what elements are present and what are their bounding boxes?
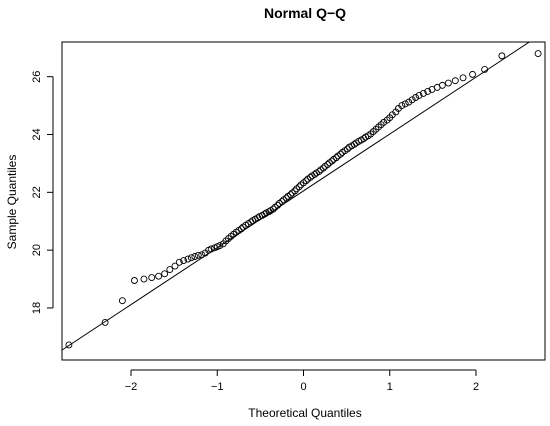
data-point [415,92,423,99]
plot-frame [61,41,546,361]
y-tick-label: 24 [31,128,43,140]
data-point [405,98,413,106]
data-point [419,90,427,97]
x-tick-label: 0 [300,381,306,393]
chart-title: Normal Q−Q [264,5,346,21]
data-point [498,52,506,60]
data-point [459,74,467,82]
y-tick-label: 18 [31,302,43,314]
data-point [302,177,310,185]
data-point [155,272,163,280]
data-point [130,277,138,284]
data-point [187,254,195,262]
data-point [194,251,202,259]
y-tick-label: 20 [31,244,43,256]
data-point [424,87,432,95]
data-point [398,102,406,110]
data-point [184,255,192,263]
data-point [101,318,109,326]
data-point [324,161,332,169]
data-point [140,275,148,283]
y-tick-label: 22 [31,186,43,198]
y-axis: 18 20 22 24 26 [31,71,54,314]
data-point [328,157,336,165]
data-point [380,118,388,126]
data-point [469,70,476,78]
data-point [198,251,206,259]
data-point [254,214,262,222]
data-point [171,262,179,270]
data-point [65,341,73,349]
data-point [332,154,340,162]
x-axis: −2 −1 0 1 2 [125,369,479,393]
data-point [287,191,295,199]
y-axis-title: Sample Quantiles [5,155,19,250]
plot-area [61,41,546,361]
data-point [282,194,290,202]
data-point [261,210,269,218]
data-point [295,183,303,191]
data-point [180,257,188,265]
data-point [438,81,446,89]
data-point [401,100,409,108]
y-tick-label: 26 [31,71,43,83]
data-point [444,79,452,87]
data-point [216,242,224,249]
data-point [269,205,277,213]
data-point [166,266,174,273]
data-point [237,225,245,233]
data-point [175,258,183,266]
data-point [481,66,489,73]
data-point [451,77,459,85]
x-tick-label: −1 [211,381,224,393]
data-point [534,50,542,58]
x-tick-label: −2 [125,381,138,393]
data-point [291,187,299,195]
data-point [148,274,156,282]
data-point [118,297,126,305]
data-point [337,150,345,158]
x-tick-label: 2 [473,381,479,393]
data-point [315,168,323,175]
data-point [274,201,282,209]
x-axis-title: Theoretical Quantiles [248,406,361,420]
data-point [412,94,420,101]
data-point [408,96,416,104]
data-point [161,270,169,278]
data-point [207,245,215,253]
data-point [319,164,327,172]
reference-line [62,42,531,351]
data-point [278,198,286,206]
x-tick-label: 1 [387,381,393,393]
data-point [191,253,199,260]
